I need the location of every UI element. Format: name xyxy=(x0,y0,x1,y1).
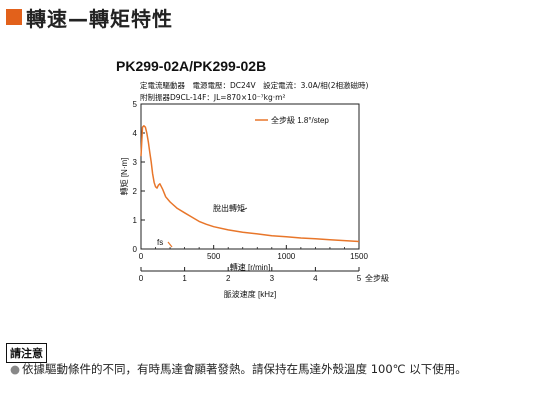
x2-tick-label: 2 xyxy=(226,274,231,283)
x2-tick-label: 5 xyxy=(357,274,362,283)
page-title: 轉速—轉矩特性 xyxy=(6,6,173,31)
x-tick-label: 1000 xyxy=(277,252,295,261)
pullout-torque-label: 脫出轉矩 xyxy=(213,203,245,213)
spec-line-2: 附制振器D9CL-14F：JL=870×10⁻⁷kg·m² xyxy=(140,93,286,102)
plot-frame xyxy=(140,103,360,250)
y-tick-label: 3 xyxy=(133,158,138,167)
x-tick-label: 0 xyxy=(139,252,144,261)
y-axis-label: 轉矩 [N·m] xyxy=(119,158,129,196)
y-tick-label: 4 xyxy=(133,129,138,138)
notice-label: 請注意 xyxy=(6,343,47,363)
y-tick-label: 2 xyxy=(133,187,138,196)
x2-tick-label: 3 xyxy=(270,274,275,283)
x2-axis-label: 脈波速度 [kHz] xyxy=(224,289,276,299)
x2-axis-note: 全步級 xyxy=(365,273,389,283)
page-title-text: 轉速—轉矩特性 xyxy=(26,6,173,31)
notice-text: ● 依據驅動條件的不同，有時馬達會顯著發熱。請保持在馬達外殼溫度 100℃ 以下使… xyxy=(10,361,467,377)
fs-marker xyxy=(167,241,173,248)
model-name: PK299-02A/PK299-02B xyxy=(116,58,267,74)
y-tick-label: 5 xyxy=(133,100,138,109)
fs-label: fs xyxy=(157,238,163,247)
x2-tick-label: 4 xyxy=(313,274,318,283)
torque-curve-line xyxy=(140,125,360,243)
y-tick-label: 0 xyxy=(133,245,138,254)
y-tick-label: 1 xyxy=(133,216,138,225)
x-axis-label: 轉速 [r/min] xyxy=(230,262,270,272)
bullet-icon: ● xyxy=(10,362,21,376)
x2-tick-label: 1 xyxy=(182,274,187,283)
notice-body: 依據驅動條件的不同，有時馬達會顯著發熱。請保持在馬達外殼溫度 100℃ 以下使用… xyxy=(22,362,467,376)
title-accent-square xyxy=(6,9,22,25)
x-tick-label: 500 xyxy=(207,252,221,261)
x-tick-label: 1500 xyxy=(350,252,368,261)
x2-tick-label: 0 xyxy=(139,274,144,283)
legend-label: 全步級 1.8°/step xyxy=(271,115,329,125)
pullout-leader-line xyxy=(240,207,248,212)
spec-line-1: 定電流驅動器 電源電壓：DC24V 設定電流：3.0A/相(2相激磁時) xyxy=(140,81,369,90)
